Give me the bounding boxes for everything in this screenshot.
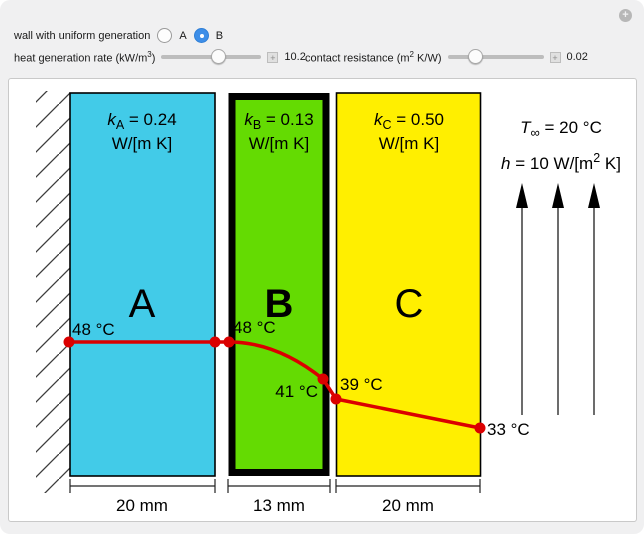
wall-c-letter: C: [395, 282, 424, 326]
temperature-node: [317, 373, 329, 385]
temperature-node: [330, 393, 342, 405]
wall-b-unit: W/[m K]: [249, 134, 309, 153]
composite-wall-diagram: kA = 0.24 W/[m K] kB = 0.13 W/[m K] kC =…: [36, 91, 621, 515]
wall-b-letter: B: [265, 282, 294, 326]
temperature-node: [63, 336, 75, 348]
wall-selector-row: wall with uniform generation A B: [14, 28, 223, 43]
insulation-hatching: [36, 91, 70, 493]
heat-generation-slider[interactable]: [161, 49, 262, 65]
arrow-head-icon: [552, 183, 564, 208]
contact-resistance-label: contact resistance (m2 K/W): [305, 50, 442, 65]
temp-left-wall: 48 °C: [72, 320, 115, 339]
temp-c-right: 33 °C: [487, 420, 530, 439]
radio-wall-b[interactable]: [193, 28, 209, 43]
wall-selector-label: wall with uniform generation: [14, 29, 151, 42]
wall-b-rect: [228, 93, 330, 476]
radio-wall-a-label[interactable]: A: [179, 29, 187, 42]
wall-a-rect: [69, 92, 216, 477]
arrow-head-icon: [588, 183, 600, 208]
radio-wall-a[interactable]: [157, 28, 173, 43]
radio-wall-b-label[interactable]: B: [215, 29, 224, 42]
wall-b-width: 13 mm: [253, 496, 305, 515]
wall-a-width: 20 mm: [116, 496, 168, 515]
contact-resistance-slider-handle[interactable]: [467, 49, 483, 65]
temp-b-left: 48 °C: [233, 318, 276, 337]
wall-a-unit: W/[m K]: [112, 134, 172, 153]
heat-generation-label: heat generation rate (kW/m3): [14, 50, 156, 65]
arrow-head-icon: [516, 183, 528, 208]
wall-c-width: 20 mm: [382, 496, 434, 515]
wall-a-letter: A: [129, 282, 156, 326]
convection-coefficient-label: h = 10 W/[m2 K]: [501, 151, 621, 173]
temp-b-right: 41 °C: [275, 382, 318, 401]
temperature-node: [209, 336, 221, 348]
convection-arrows: [521, 206, 595, 415]
contact-resistance-slider[interactable]: [447, 49, 544, 65]
temperature-node: [223, 336, 235, 348]
contact-resistance-control: contact resistance (m2 K/W) + 0.02: [305, 49, 588, 65]
ambient-temperature-label: T∞ = 20 °C: [520, 118, 602, 140]
wall-c-unit: W/[m K]: [379, 134, 439, 153]
contact-resistance-value: 0.02: [566, 51, 588, 64]
wall-a-conductivity: kA = 0.24: [107, 110, 176, 132]
plus-circle-icon[interactable]: +: [619, 9, 632, 22]
heat-generation-value: 10.2: [284, 51, 306, 64]
convection-arrowheads: [516, 183, 600, 208]
contact-resistance-expand-icon[interactable]: +: [549, 51, 561, 63]
temp-c-left: 39 °C: [340, 375, 383, 394]
wall-c-rect: [335, 92, 482, 477]
heat-generation-expand-icon[interactable]: +: [267, 51, 279, 63]
radio-selected-dot: [199, 34, 204, 38]
wall-b-conductivity: kB = 0.13: [244, 110, 313, 132]
heat-generation-control: heat generation rate (kW/m3) + 10.2: [14, 49, 306, 65]
dimension-lines: [69, 479, 481, 493]
diagram-panel: kA = 0.24 W/[m K] kB = 0.13 W/[m K] kC =…: [8, 78, 637, 522]
heat-generation-slider-handle[interactable]: [211, 49, 227, 65]
temperature-node: [474, 422, 486, 434]
wall-c-conductivity: kC = 0.50: [374, 110, 444, 132]
